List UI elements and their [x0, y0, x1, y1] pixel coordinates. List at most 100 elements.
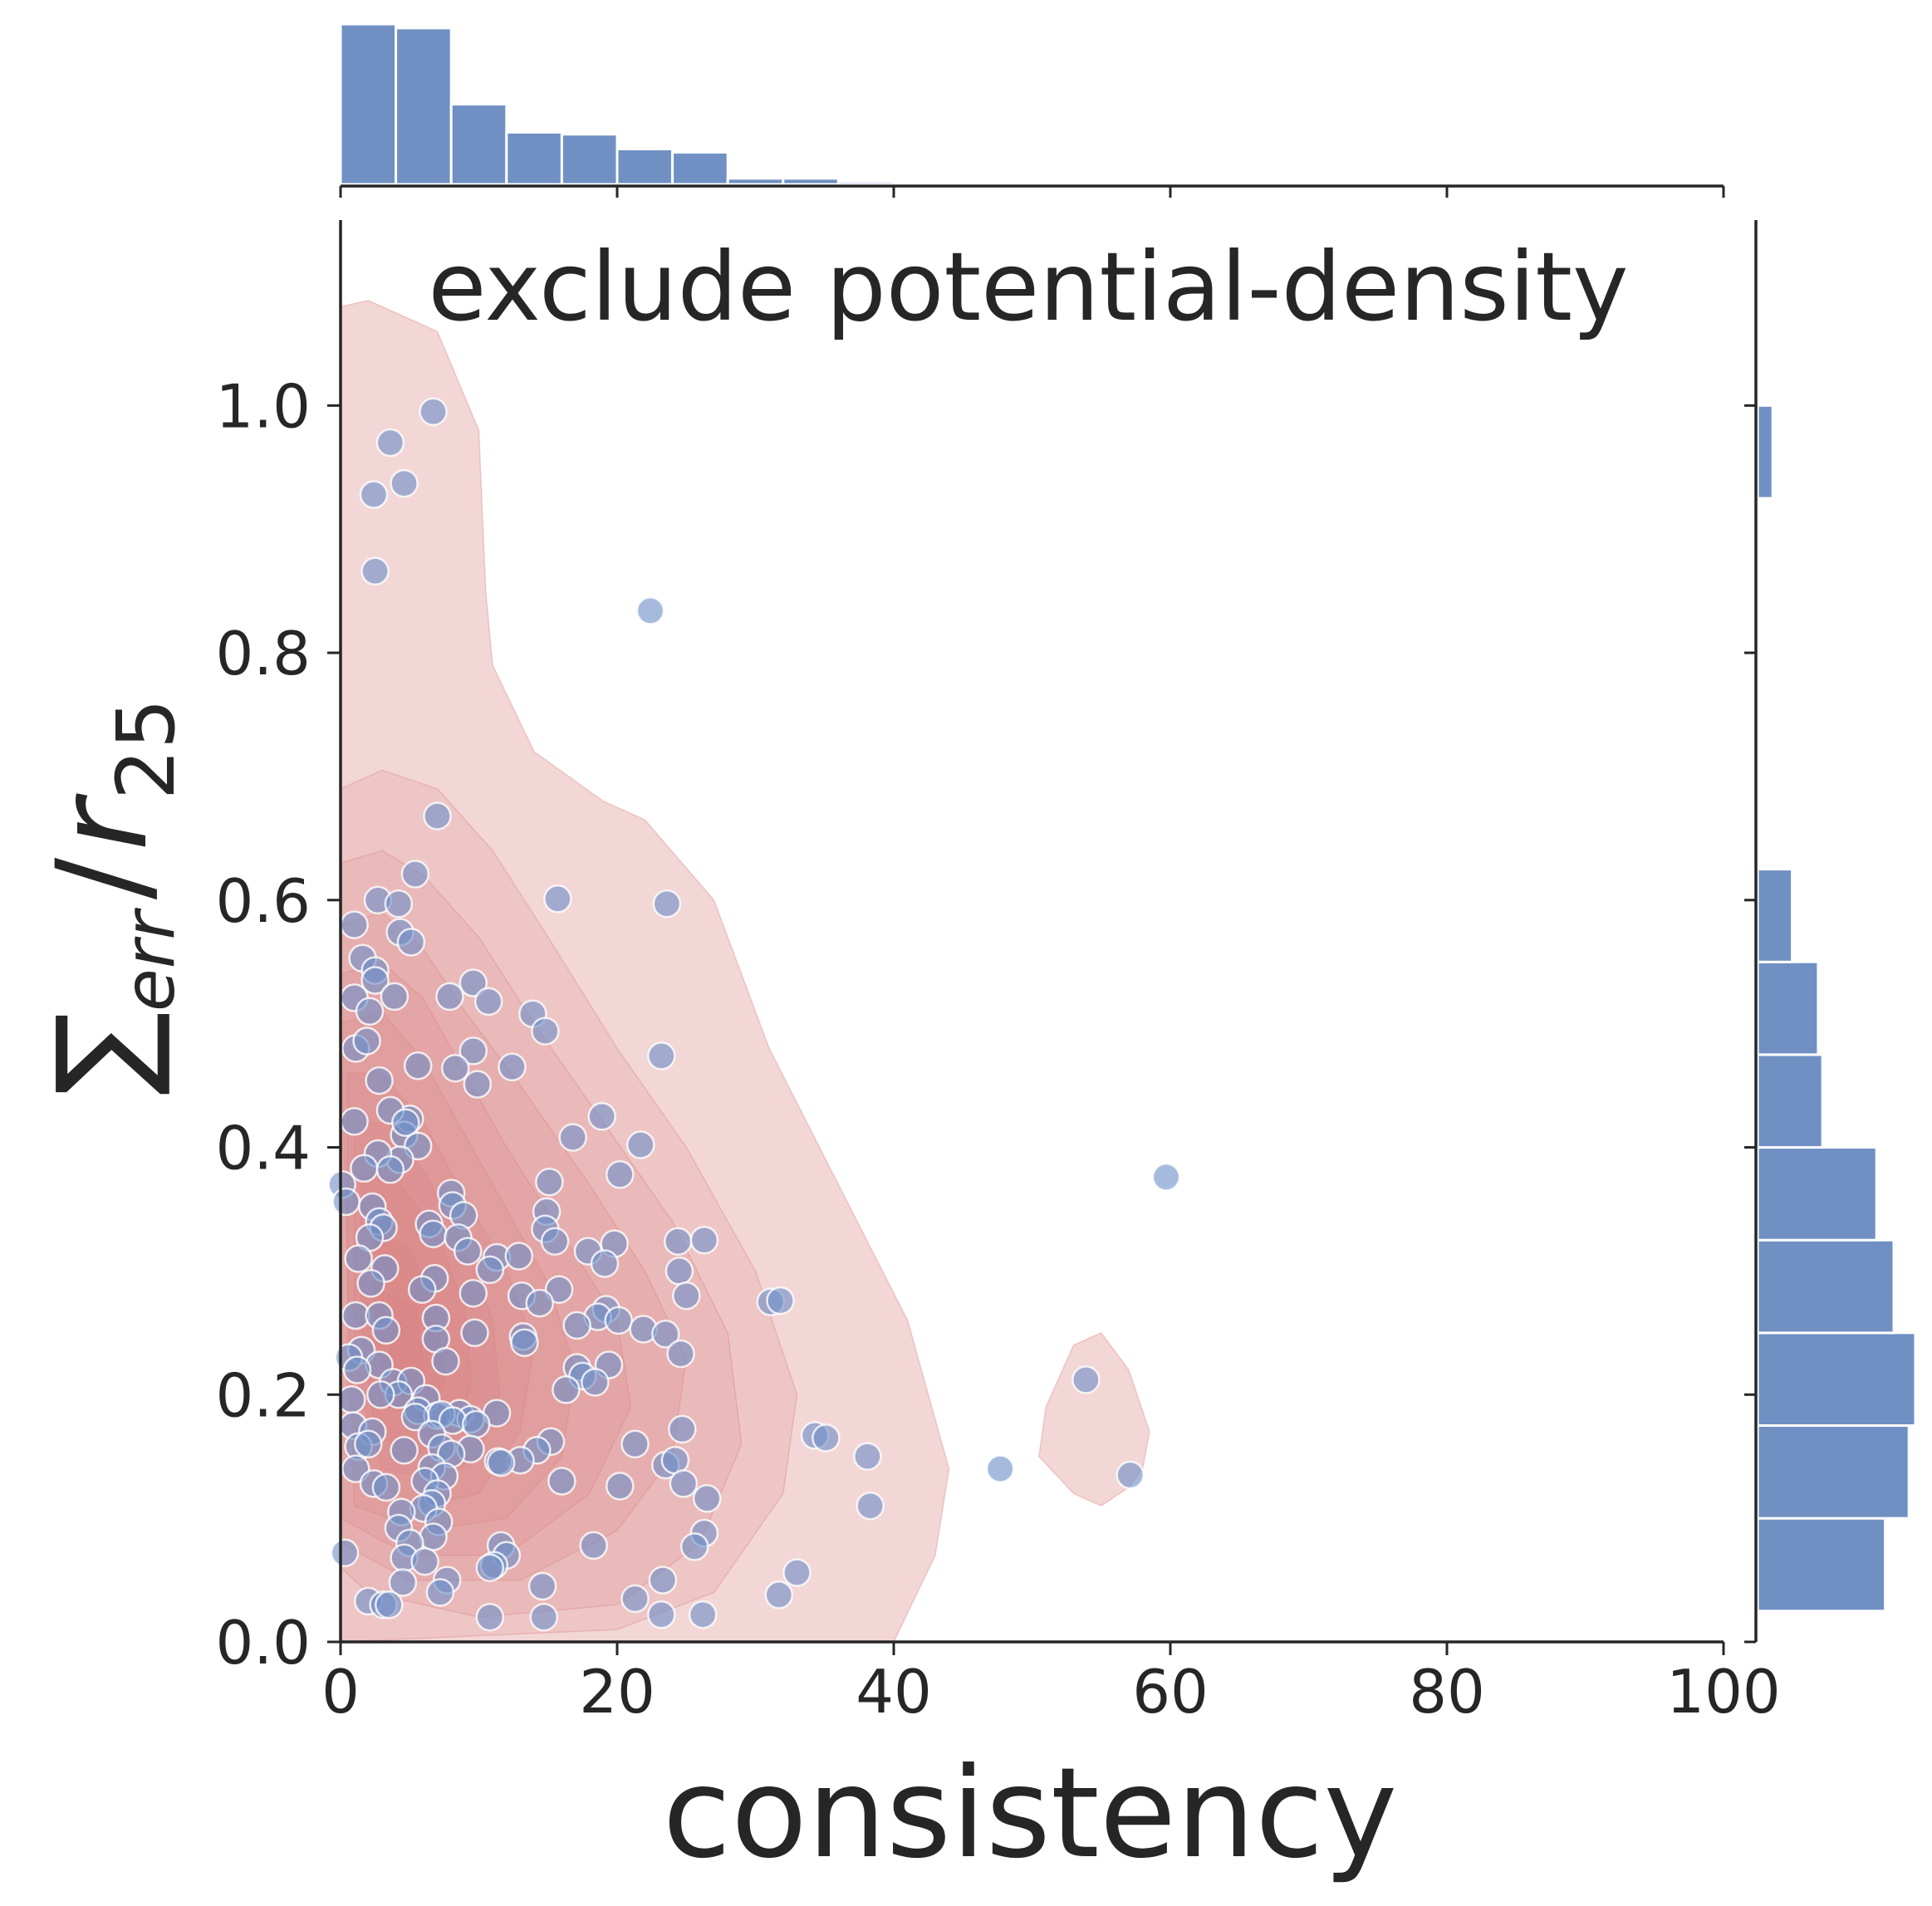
scatter-point — [400, 1402, 430, 1432]
scatter-point — [1116, 1460, 1145, 1490]
axes: 0 20 40 60 80 100 0.0 0.2 0.4 0.6 0.8 1.0 — [215, 220, 1781, 1727]
scatter-point — [366, 1380, 395, 1409]
right-hist-bar — [1756, 1424, 1910, 1520]
scatter-point — [410, 1546, 439, 1576]
top-hist-bar — [560, 133, 619, 186]
scatter-point — [669, 1469, 699, 1498]
scatter-point — [606, 1160, 635, 1189]
scatter-point — [606, 1472, 635, 1501]
scatter-point — [764, 1580, 794, 1610]
scatter-point — [620, 1584, 650, 1614]
y-axis-label: ∑err / r25 — [31, 698, 193, 1095]
top-hist-bar — [449, 103, 508, 186]
scatter-point — [620, 1429, 650, 1459]
scatter-point — [407, 1275, 437, 1304]
scatter-point — [458, 1036, 488, 1066]
scatter-point — [604, 1306, 633, 1335]
scatter-point — [853, 1442, 882, 1471]
x-tick-label: 80 — [1409, 1657, 1485, 1727]
right-hist-bar — [1756, 1516, 1887, 1613]
scatter-point — [460, 1318, 489, 1348]
scatter-point — [498, 1052, 527, 1082]
scatter-point — [360, 966, 390, 995]
scatter-point — [766, 1286, 795, 1316]
scatter-point — [626, 1130, 655, 1159]
scatter-point — [340, 910, 369, 939]
scatter-point — [590, 1249, 620, 1278]
scatter-point — [651, 1320, 680, 1349]
scatter-point — [375, 428, 405, 458]
scatter-point — [419, 1219, 448, 1248]
scatter-point — [486, 1448, 516, 1477]
scatter-point — [463, 1070, 493, 1099]
kde-level-0 — [340, 300, 950, 1643]
y-label-r-sub: 25 — [100, 698, 193, 800]
scatter-point — [365, 1066, 394, 1095]
scatter-point — [390, 468, 419, 498]
scatter-point — [435, 982, 464, 1012]
scatter-point — [562, 1311, 591, 1340]
scatter-point — [419, 1522, 448, 1551]
scatter-point — [692, 1484, 722, 1513]
scatter-point — [342, 1355, 372, 1384]
scatter-point — [679, 1532, 709, 1561]
scatter-point — [527, 1571, 557, 1601]
scatter-point — [668, 1414, 697, 1444]
top-hist-bar — [782, 177, 840, 186]
scatter-point — [664, 1227, 693, 1256]
scatter-point — [431, 1346, 460, 1376]
scatter-point — [652, 889, 682, 919]
scatter-point — [648, 1565, 678, 1595]
top-hist-bar — [836, 180, 895, 186]
x-tick-label: 40 — [856, 1657, 932, 1727]
scatter-point — [473, 987, 503, 1017]
right-hist-bar — [1756, 1238, 1895, 1335]
top-hist-bar — [726, 177, 785, 186]
scatter-point — [461, 1409, 491, 1439]
x-tick-label: 20 — [579, 1657, 655, 1727]
scatter-point — [350, 1154, 379, 1183]
scatter-point — [355, 997, 385, 1026]
y-label-r: r — [31, 793, 175, 851]
scatter-point — [504, 1242, 534, 1271]
scatter-point — [475, 1553, 505, 1582]
top-hist-bar — [615, 148, 674, 186]
top-hist-bar — [505, 130, 563, 186]
scatter-point — [344, 1244, 373, 1273]
scatter-point — [510, 1328, 539, 1357]
scatter-point — [635, 596, 665, 625]
y-tick-label: 0.4 — [215, 1114, 311, 1183]
scatter-point — [647, 1600, 676, 1629]
scatter-point — [666, 1339, 695, 1369]
scatter-point — [544, 1275, 574, 1304]
scatter-point — [856, 1491, 885, 1521]
scatter-point — [380, 982, 409, 1012]
scatter-point — [475, 1602, 505, 1632]
scatter-point — [1151, 1163, 1181, 1192]
scatter-point — [390, 1436, 419, 1465]
scatter-point — [371, 1316, 401, 1345]
scatter-point — [337, 1384, 366, 1414]
right-hist-bar — [1756, 1053, 1824, 1149]
right-hist-bar — [1756, 868, 1794, 963]
svg-text:∑err/r25: ∑err / r25 — [31, 698, 193, 1095]
scatter-point — [352, 1026, 381, 1056]
scatter-point — [689, 1225, 719, 1255]
x-axis-label: consistency — [663, 1742, 1398, 1886]
scatter-point — [475, 1255, 505, 1285]
scatter-point — [360, 556, 390, 586]
x-tick-label: 0 — [321, 1657, 360, 1727]
top-hist-bar — [671, 150, 729, 186]
scatter-point — [453, 1237, 483, 1266]
scatter-point — [391, 1108, 420, 1137]
chart-title: exclude potential-density — [428, 232, 1628, 342]
scatter-point — [331, 1187, 360, 1217]
scatter-point — [587, 1102, 616, 1131]
x-tick-label: 100 — [1666, 1657, 1780, 1727]
scatter-point — [340, 1107, 369, 1136]
scatter-point — [423, 801, 452, 831]
scatter-point — [396, 928, 426, 957]
top-hist-bar — [339, 22, 398, 186]
scatter-point — [371, 1472, 401, 1502]
